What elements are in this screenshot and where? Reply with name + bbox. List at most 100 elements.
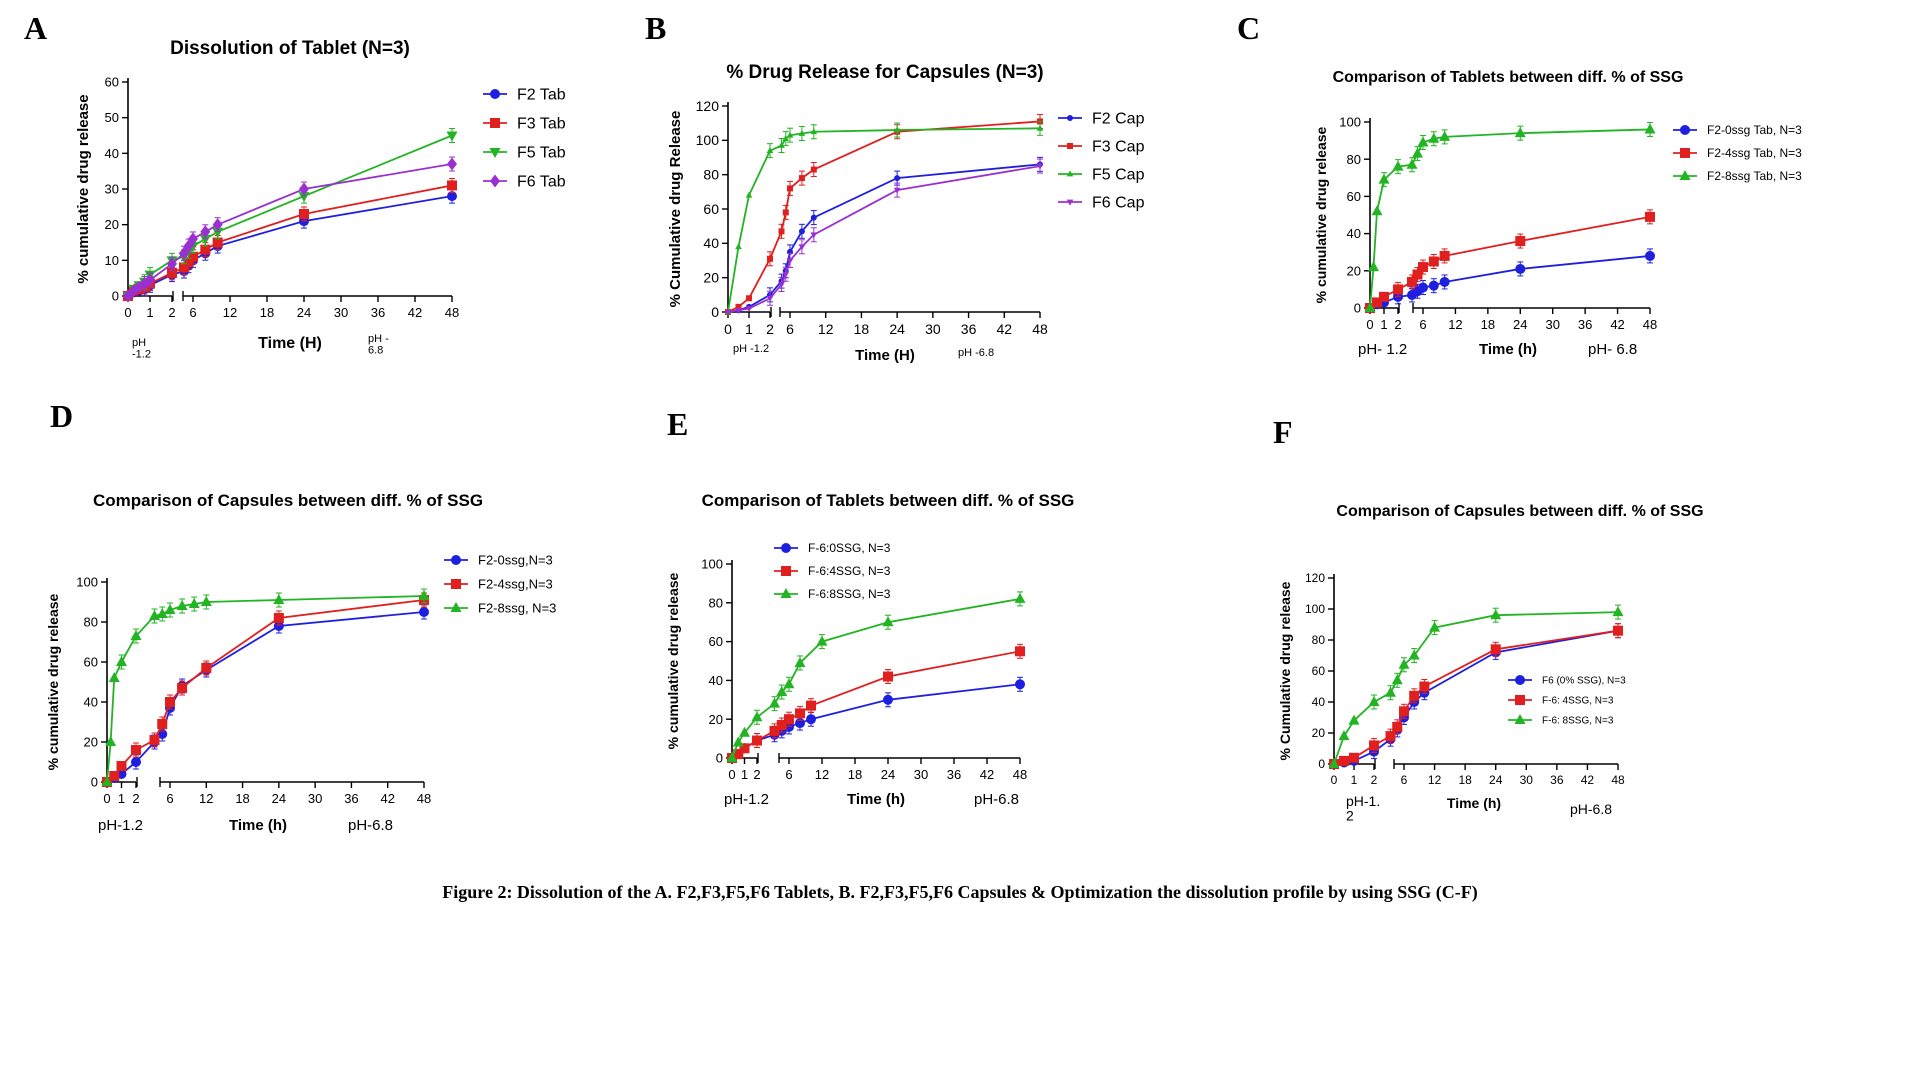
x-axis-label: Time (h) [229, 817, 287, 834]
x-tick-label: 48 [417, 791, 431, 806]
x-tick-label: 1 [741, 767, 748, 782]
x-tick-label: 48 [1643, 317, 1657, 332]
data-point [1515, 236, 1526, 247]
y-tick-label: 80 [1312, 633, 1326, 647]
ph-label: pH-6.8 [348, 817, 393, 834]
y-tick-label: 40 [703, 235, 719, 251]
y-tick-label: 100 [76, 575, 98, 590]
data-point [776, 686, 788, 697]
data-point [1514, 127, 1526, 138]
series-3 [726, 591, 1026, 762]
data-point [798, 175, 805, 182]
y-tick-label: 100 [696, 132, 720, 148]
legend-label: F2-8ssg, N=3 [478, 601, 556, 616]
legend-label: F5 Tab [517, 145, 566, 162]
chart-title: Comparison of Tablets between diff. % of… [1333, 69, 1684, 86]
data-point [1338, 730, 1350, 741]
data-point [188, 251, 198, 262]
data-point [1412, 269, 1423, 280]
legend-label: F6 (0% SSG), N=3 [1542, 676, 1626, 687]
data-point [784, 714, 794, 725]
chart-title: % Drug Release for Capsules (N=3) [726, 62, 1043, 83]
y-tick-label: 80 [84, 615, 98, 630]
data-point [200, 596, 212, 606]
y-tick-label: 0 [716, 751, 723, 766]
legend-marker [490, 118, 500, 128]
data-point [739, 726, 750, 737]
y-tick-label: 60 [1312, 664, 1326, 678]
data-point [745, 191, 753, 198]
x-tick-label: 24 [1513, 317, 1527, 332]
data-point [418, 590, 430, 600]
legend-label: F-6:0SSG, N=3 [808, 541, 891, 555]
series-line [106, 595, 425, 783]
chart-a: Dissolution of Tablet (N=3)0102030405060… [75, 38, 566, 361]
legend-label: F-6: 4SSG, N=3 [1542, 696, 1614, 707]
x-tick-label: 2 [753, 767, 760, 782]
data-point [447, 157, 457, 171]
x-axis-label: Time (h) [1479, 341, 1537, 358]
x-tick-label: 42 [1610, 317, 1624, 332]
x-tick-label: 30 [925, 321, 941, 337]
figure-caption: Figure 2: Dissolution of the A. F2,F3,F5… [442, 882, 1478, 902]
y-tick-label: 20 [84, 735, 98, 750]
data-point [1439, 250, 1450, 261]
data-point [200, 244, 211, 255]
data-point [733, 749, 744, 760]
data-point [164, 604, 176, 614]
data-point [787, 185, 793, 192]
x-axis-label: Time (H) [258, 335, 322, 352]
x-tick-label: 2 [1371, 773, 1378, 787]
data-point [1385, 731, 1396, 742]
x-tick-label: 42 [996, 321, 1012, 337]
legend-marker [1066, 170, 1074, 177]
x-tick-label: 1 [146, 305, 153, 320]
data-point [212, 237, 223, 248]
panel-letter-b: B [645, 10, 667, 46]
y-tick-label: 0 [1318, 757, 1325, 771]
data-point [1349, 752, 1359, 763]
legend-label: F2 Cap [1092, 111, 1145, 128]
data-point [1515, 263, 1526, 274]
y-tick-label: 80 [1347, 152, 1361, 167]
x-tick-label: 24 [889, 321, 905, 337]
data-point [1428, 256, 1439, 267]
chart-d: Comparison of Capsules between diff. % o… [45, 491, 556, 834]
chart-title: Dissolution of Tablet (N=3) [170, 38, 410, 59]
data-point [1348, 714, 1360, 725]
series-4 [724, 158, 1044, 316]
legend-marker [489, 148, 501, 158]
y-axis-label: % cumulative drug release [75, 94, 92, 283]
legend-marker [1066, 199, 1074, 206]
series-4 [123, 156, 457, 303]
legend-label: F5 Cap [1092, 167, 1145, 184]
data-point [212, 218, 223, 232]
data-point [1036, 163, 1044, 170]
y-tick-label: 20 [1312, 726, 1326, 740]
legend-marker [1067, 115, 1073, 121]
data-point [273, 613, 284, 623]
data-point [1372, 297, 1382, 308]
data-point [1339, 755, 1349, 766]
panel-letter-c: C [1237, 10, 1261, 46]
data-point [752, 735, 762, 746]
legend-label: F-6: 8SSG, N=3 [1542, 716, 1614, 727]
data-point [419, 607, 429, 617]
data-point [798, 129, 806, 136]
y-tick-label: 40 [105, 146, 119, 161]
legend-label: F-6:8SSG, N=3 [808, 587, 891, 601]
data-point [145, 273, 155, 287]
x-tick-label: 6 [1401, 773, 1408, 787]
ph-label: pH-6.8 [1570, 801, 1612, 817]
x-tick-label: 36 [371, 305, 385, 320]
x-tick-label: 18 [854, 321, 870, 337]
data-point [1368, 696, 1380, 706]
data-point [273, 621, 284, 631]
data-point [165, 697, 175, 707]
panel-letter-a: A [24, 10, 48, 46]
data-point [786, 258, 794, 265]
data-point [212, 227, 224, 238]
data-point [1015, 646, 1025, 657]
y-axis-label: % cumulative drug release [665, 572, 681, 749]
data-point [1419, 681, 1430, 692]
